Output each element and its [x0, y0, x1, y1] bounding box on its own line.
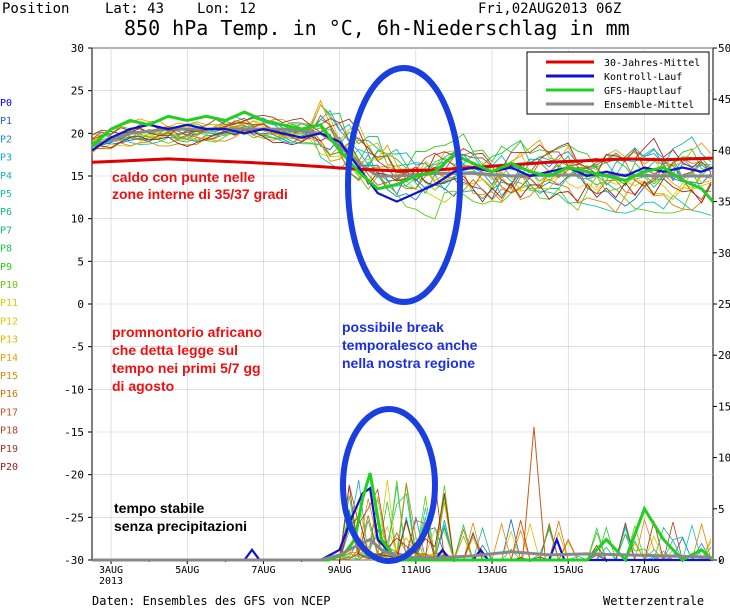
member-label: P19	[0, 444, 18, 455]
member-label: P5	[0, 189, 12, 200]
annotation-promontorio-line2: che detta legge sul	[112, 342, 238, 358]
y-axis-left: 30 25 20 15 10 5 0 -5 -10 -15 -20 -25 -30	[64, 42, 92, 567]
x-tick-label: 11AUG	[401, 565, 431, 576]
annotation-stabile: tempo stabile senza precipitazioni	[114, 500, 247, 534]
annotation-break-line3: nella nostra regione	[342, 355, 475, 371]
temp-series-kontroll-lauf	[91, 123, 714, 203]
annotation-stabile-line1: tempo stabile	[114, 500, 204, 516]
member-label: P15	[0, 371, 18, 382]
annotation-stabile-line2: senza precipitazioni	[114, 518, 247, 534]
precip-series-gfs-hauptlauf	[92, 472, 715, 563]
footer-brand: Wetterzentrale	[603, 594, 704, 608]
y-right-tick-label: 20	[718, 349, 730, 362]
y-right-tick-label: 40	[718, 144, 730, 157]
legend: 30-Jahres-Mittel Kontroll-Lauf GFS-Haupt…	[526, 51, 710, 115]
y-left-tick-label: 25	[71, 85, 84, 98]
member-label: P7	[0, 225, 12, 236]
ellipse-precipitation	[340, 406, 438, 564]
member-label: P6	[0, 207, 12, 218]
legend-label-clim: 30-Jahres-Mittel	[604, 58, 700, 69]
member-label: P2	[0, 134, 12, 145]
header-position: Position	[2, 1, 69, 17]
y-left-tick-label: 10	[71, 213, 84, 226]
member-label: P0	[0, 98, 12, 109]
annotation-promontorio-line3: tempo nei primi 5/7 gg	[112, 360, 261, 376]
x-tick-label: 7AUG	[251, 565, 275, 576]
member-temp-line	[91, 114, 712, 177]
member-label: P13	[0, 335, 18, 346]
member-temp-line	[91, 129, 712, 204]
x-tick-label: 5AUG	[175, 565, 199, 576]
chart-title: 850 hPa Temp. in °C, 6h-Niederschlag in …	[124, 16, 630, 40]
temp-series-30-jahres-mittel	[91, 156, 714, 173]
y-left-tick-label: -25	[64, 511, 84, 524]
footer-source: Daten: Ensembles des GFS von NCEP	[92, 594, 330, 608]
annotation-break: possibile break temporalesco anche nella…	[342, 319, 478, 371]
header-date: Fri,02AUG2013 06Z	[478, 1, 621, 17]
annotation-caldo-line2: zone interne di 35/37 gradi	[112, 186, 288, 202]
y-left-tick-label: -15	[64, 426, 84, 439]
member-label: P10	[0, 280, 18, 291]
member-label: P1	[0, 116, 12, 127]
y-right-tick-label: 25	[718, 298, 730, 311]
y-right-tick-label: 10	[718, 452, 730, 465]
member-label: P20	[0, 462, 18, 473]
y-right-tick-label: 50	[718, 42, 730, 55]
member-label: P18	[0, 426, 18, 437]
legend-label-control: Kontroll-Lauf	[604, 72, 682, 83]
member-label: P11	[0, 298, 18, 309]
annotation-promontorio-line4: di agosto	[112, 378, 174, 394]
member-label: P8	[0, 244, 12, 255]
y-left-tick-label: 5	[77, 255, 84, 268]
temp-series-gfs-hauptlauf	[90, 110, 715, 203]
y-right-tick-label: 45	[718, 93, 730, 106]
precip-series-ensemble-mittel	[92, 537, 714, 562]
member-label: P3	[0, 153, 12, 164]
member-temp-line	[91, 125, 712, 201]
y-left-tick-label: -10	[64, 383, 84, 396]
y-right-tick-label: 5	[718, 503, 725, 516]
y-left-tick-label: 20	[71, 127, 84, 140]
y-left-tick-label: 30	[71, 42, 84, 55]
y-left-tick-label: -30	[64, 554, 84, 567]
member-precip-spike	[522, 426, 546, 561]
x-tick-label: 15AUG	[553, 565, 583, 576]
ellipse-temperature	[345, 65, 463, 305]
x-tick-sublabel: 2013	[99, 576, 123, 587]
member-label: P12	[0, 316, 18, 327]
x-tick-label: 3AUG	[99, 565, 123, 576]
legend-label-mean: Ensemble-Mittel	[604, 100, 694, 111]
y-right-tick-label: 0	[718, 554, 725, 567]
annotation-promontorio: promnontorio africano che detta legge su…	[112, 324, 262, 394]
x-tick-label: 17AUG	[629, 565, 659, 576]
annotation-promontorio-line1: promnontorio africano	[112, 324, 262, 340]
precipitation-members	[92, 426, 712, 562]
y-left-tick-label: 15	[71, 170, 84, 183]
annotation-caldo: caldo con punte nelle zone interne di 35…	[112, 169, 288, 202]
y-right-tick-label: 15	[718, 400, 730, 413]
y-left-tick-label: -5	[71, 341, 84, 354]
annotation-break-line2: temporalesco anche	[342, 337, 478, 353]
annotation-break-line1: possibile break	[342, 319, 444, 335]
member-label: P14	[0, 353, 18, 364]
x-tick-label: 9AUG	[328, 565, 352, 576]
annotation-caldo-line1: caldo con punte nelle	[112, 169, 255, 185]
member-label: P4	[0, 171, 12, 182]
x-tick-label: 13AUG	[477, 565, 507, 576]
member-label: P9	[0, 262, 12, 273]
y-left-tick-label: 0	[77, 298, 84, 311]
header-lat: Lat: 43	[105, 1, 164, 17]
member-label: P17	[0, 407, 18, 418]
member-labels: P0 P1 P2 P3 P4 P5 P6 P7 P8 P9 P10 P11 P12 P13 P14 P15 P1…	[0, 98, 18, 473]
header-lon: Lon: 12	[197, 1, 256, 17]
member-label: P16	[0, 389, 18, 400]
legend-label-gfs: GFS-Hauptlauf	[604, 86, 682, 97]
y-left-tick-label: -20	[64, 469, 84, 482]
temperature-main-series	[90, 110, 715, 203]
y-right-tick-label: 35	[718, 196, 730, 209]
y-right-tick-label: 30	[718, 247, 730, 260]
